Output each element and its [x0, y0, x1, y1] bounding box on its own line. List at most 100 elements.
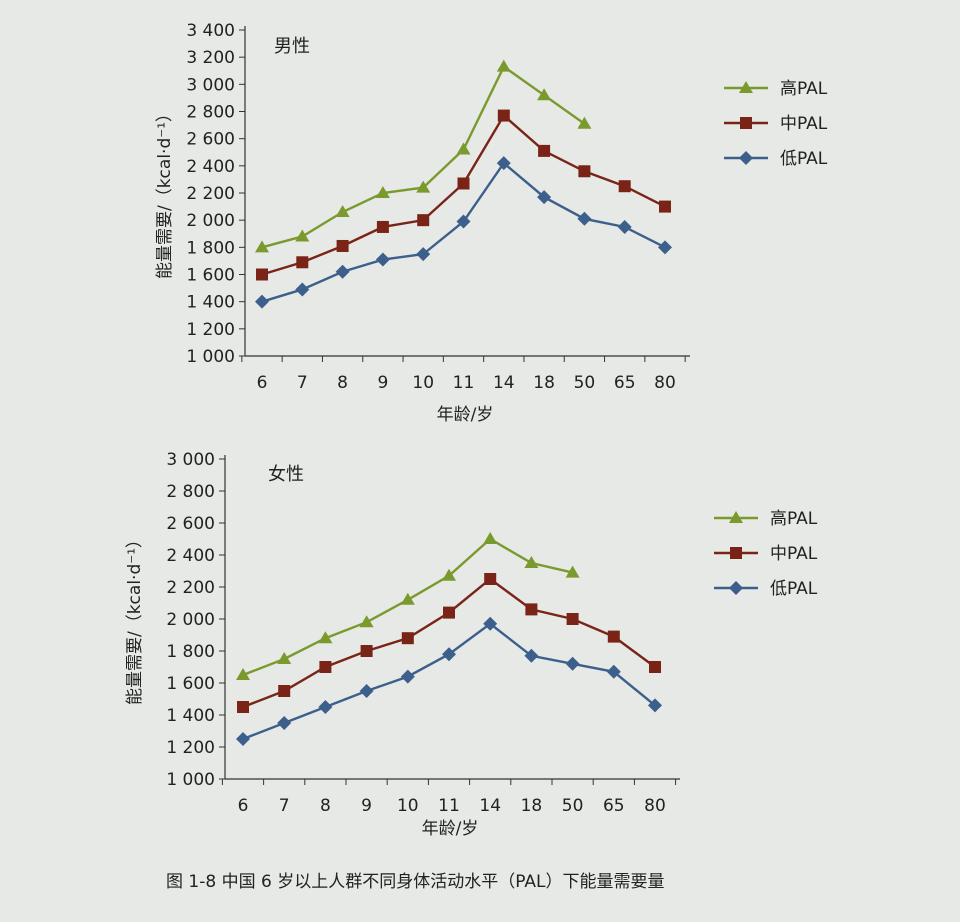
data-point [400, 669, 415, 684]
data-point [537, 190, 552, 205]
data-point [617, 219, 632, 234]
x-tick-label: 9 [361, 796, 372, 816]
y-tick-label: 1 400 [186, 293, 235, 313]
data-point [483, 532, 498, 544]
y-tick-label: 2 200 [166, 578, 215, 598]
data-point [607, 630, 620, 643]
x-tick-label: 10 [397, 796, 419, 816]
y-tick-label: 2 200 [186, 184, 235, 204]
data-point [496, 59, 511, 72]
y-tick-label: 3 000 [186, 75, 235, 95]
x-tick-label: 8 [337, 373, 348, 393]
data-point [359, 684, 374, 698]
data-point [566, 613, 579, 625]
chart-male: 1 000 1 200 1 400 1 600 1 800 2 000 2 200 2 400… [155, 21, 828, 425]
data-point [417, 214, 430, 227]
panel-title: 女性 [268, 464, 304, 485]
series-line [242, 577, 656, 709]
data-point [336, 239, 349, 252]
data-point [318, 631, 333, 644]
data-point [359, 615, 374, 628]
y-tick-label: 1 000 [166, 770, 215, 790]
data-point [376, 220, 389, 233]
data-point [319, 661, 332, 673]
figure-caption: 图 1-8 中国 6 岁以上人群不同身体活动水平（PAL）下能量需要量 [166, 872, 664, 892]
data-point [416, 247, 431, 262]
legend-label: 中PAL [780, 114, 828, 134]
x-tick-label: 7 [297, 373, 308, 393]
y-tick-label: 2 800 [186, 103, 235, 123]
data-point [524, 648, 539, 663]
data-point [577, 211, 592, 226]
data-point [443, 606, 455, 619]
y-tick-label: 1 400 [166, 706, 215, 726]
data-point [277, 716, 292, 730]
legend-label: 低PAL [770, 579, 818, 599]
data-point [456, 142, 471, 155]
data-point [483, 616, 498, 631]
y-tick-label: 2 800 [166, 482, 215, 502]
x-tick-label: 80 [654, 373, 676, 393]
data-point [606, 664, 621, 679]
data-point [524, 556, 539, 568]
y-tick-label: 2 600 [166, 514, 215, 534]
data-point [236, 668, 250, 680]
data-point [497, 109, 510, 122]
data-point [565, 565, 580, 578]
x-tick-label: 8 [320, 796, 331, 816]
data-point [360, 645, 373, 657]
y-tick-label: 1 600 [186, 266, 235, 286]
x-tick-label: 80 [644, 796, 666, 816]
x-axis-title: 年龄/岁 [422, 819, 479, 839]
data-point [457, 177, 470, 190]
data-point [456, 214, 471, 229]
data-point [525, 603, 538, 616]
x-tick-label: 6 [238, 796, 249, 816]
y-tick-label: 3 400 [186, 21, 235, 41]
data-point [401, 632, 414, 645]
y-tick-label: 1 600 [166, 674, 215, 694]
data-point [237, 701, 249, 713]
y-tick-label: 1 800 [186, 238, 235, 258]
legend-label: 高PAL [780, 79, 828, 99]
legend-marker [730, 547, 742, 559]
data-point [658, 240, 672, 255]
data-point [375, 252, 390, 267]
data-point [400, 592, 415, 605]
data-point [442, 647, 456, 662]
panel-title: 男性 [274, 36, 310, 57]
y-tick-label: 2 600 [186, 130, 235, 150]
legend-label: 高PAL [770, 509, 818, 529]
data-point [375, 186, 390, 198]
data-point [278, 685, 291, 697]
x-tick-label: 10 [412, 373, 434, 393]
data-point [538, 144, 551, 157]
x-tick-label: 65 [614, 373, 636, 393]
y-tick-label: 2 000 [166, 610, 215, 630]
data-point [496, 156, 511, 171]
chart-female: 1 000 1 200 1 400 1 600 1 800 2 000 2 200 2 400… [125, 450, 818, 839]
data-point [335, 205, 350, 218]
data-point [255, 294, 269, 309]
data-point [618, 180, 631, 193]
y-tick-label: 1 200 [166, 738, 215, 758]
y-tick-label: 1 200 [186, 320, 235, 340]
y-tick-label: 1 000 [186, 347, 235, 367]
data-point [659, 200, 671, 213]
x-tick-label: 50 [562, 796, 584, 816]
data-point [648, 698, 662, 713]
y-tick-label: 1 800 [166, 642, 215, 662]
data-point [442, 568, 456, 581]
data-point [295, 282, 310, 297]
legend-label: 中PAL [770, 544, 818, 564]
data-point [277, 652, 292, 664]
y-tick-label: 3 200 [186, 48, 235, 68]
data-point [255, 240, 269, 253]
legend-marker [739, 81, 753, 93]
data-point [565, 656, 580, 671]
legend-marker [729, 511, 743, 523]
x-tick-label: 14 [493, 373, 515, 393]
y-tick-label: 2 400 [186, 157, 235, 177]
legend-marker [739, 151, 753, 165]
legend-label: 低PAL [780, 149, 828, 169]
